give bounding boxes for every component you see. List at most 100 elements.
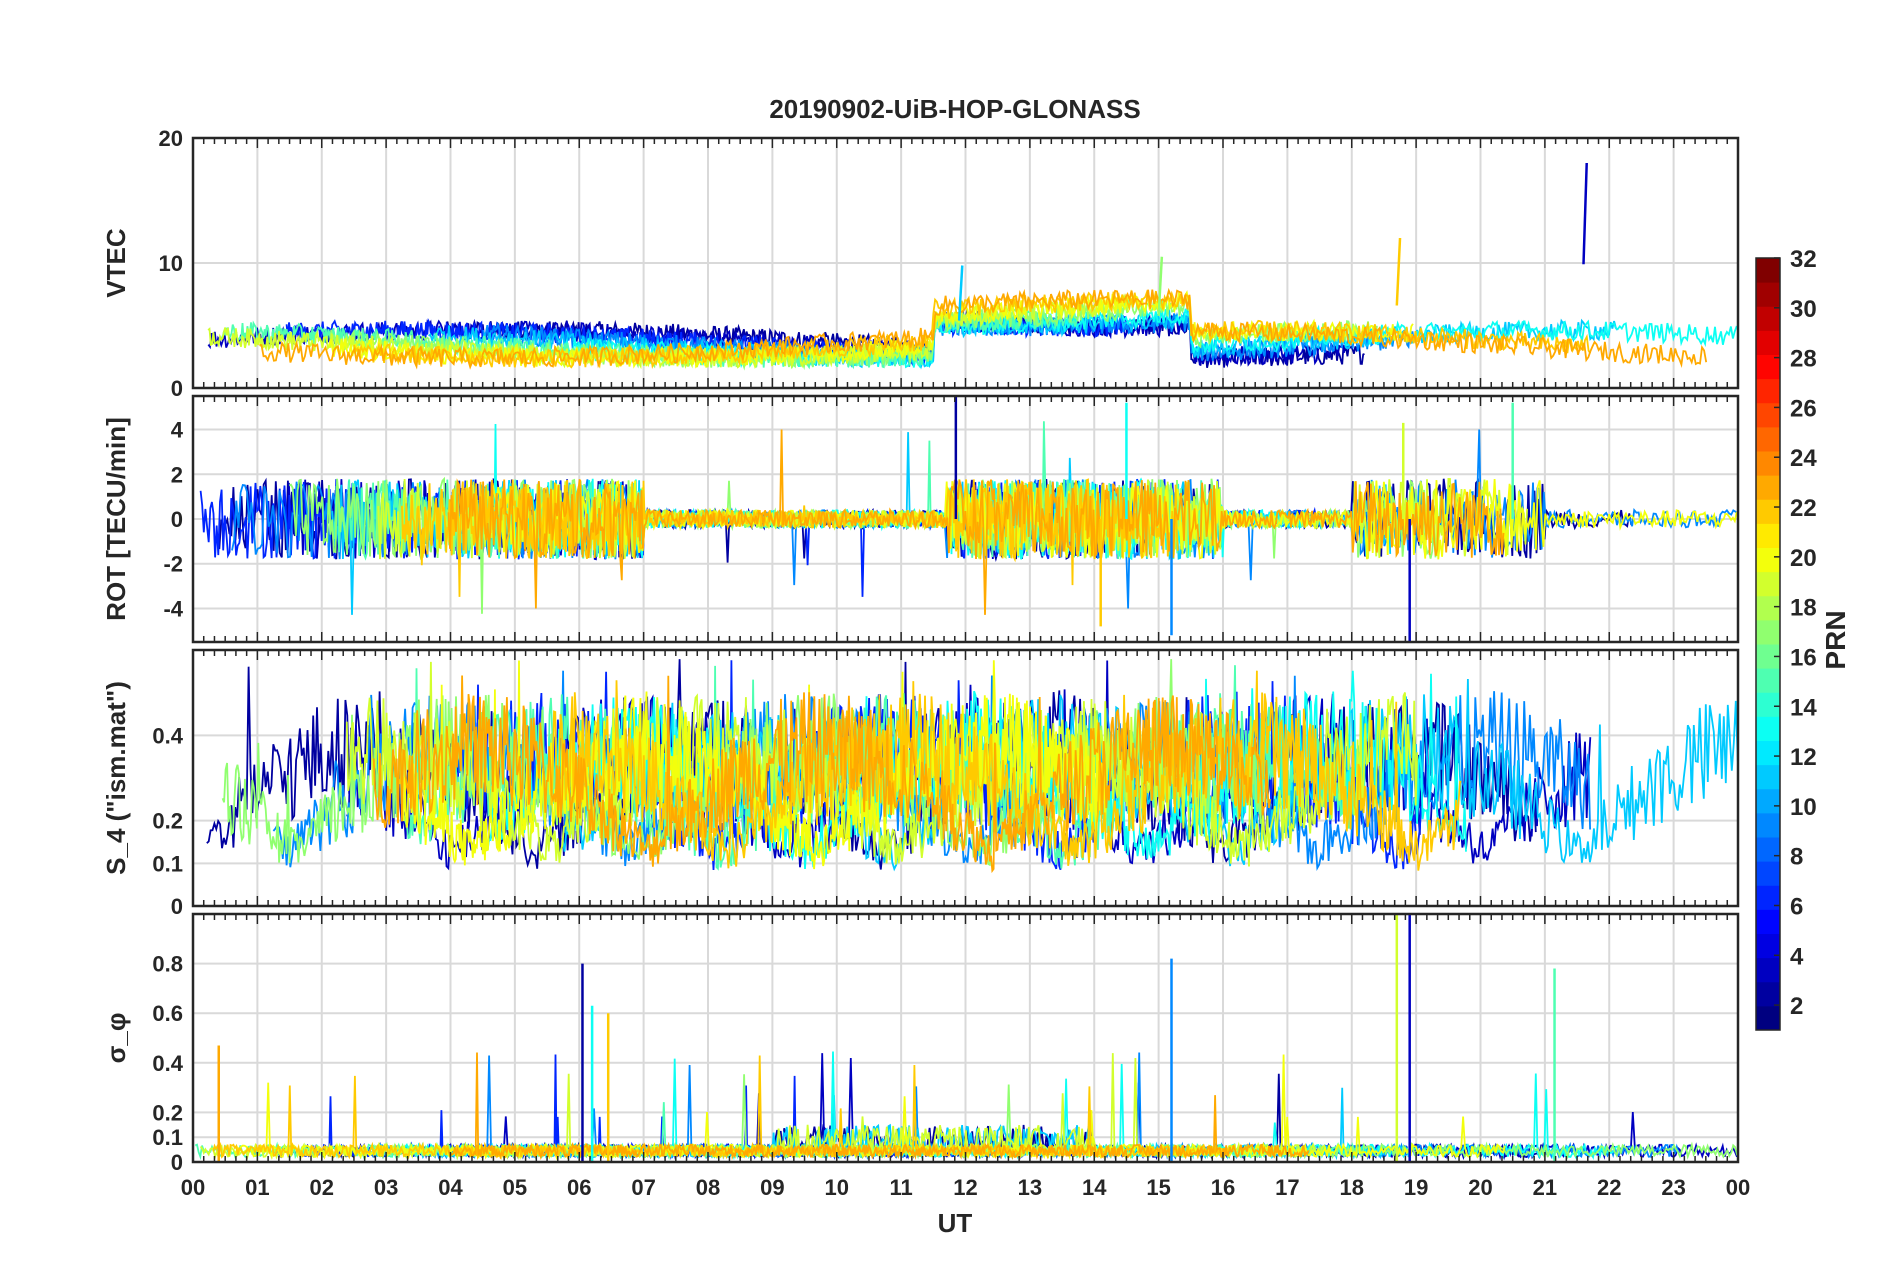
colorbar-segment bbox=[1756, 812, 1780, 838]
y-tick-label: 4 bbox=[171, 418, 184, 443]
series-group bbox=[207, 162, 1738, 371]
y-axis-label: VTEC bbox=[101, 228, 131, 298]
x-tick-label: 00 bbox=[1726, 1175, 1750, 1200]
colorbar-label: PRN bbox=[1820, 610, 1851, 669]
colorbar-box bbox=[1755, 257, 1781, 1031]
y-tick-label: 0.4 bbox=[152, 1051, 183, 1076]
colorbar-segment bbox=[1756, 258, 1780, 283]
panel-rot: -4 -2 0 2 4 ROT [TECU/min] bbox=[101, 394, 1740, 644]
x-tick-label: 21 bbox=[1533, 1175, 1557, 1200]
peak-mark bbox=[1157, 256, 1164, 316]
colorbar-segment bbox=[1756, 306, 1780, 331]
series-group bbox=[199, 396, 1738, 642]
colorbar-segment bbox=[1756, 499, 1780, 524]
x-tick-label: 18 bbox=[1340, 1175, 1364, 1200]
series-line-prn-22 bbox=[549, 670, 1462, 871]
colorbar-segment bbox=[1756, 716, 1780, 741]
y-axis-label: ROT [TECU/min] bbox=[101, 417, 131, 621]
colorbar-segment bbox=[1756, 451, 1780, 476]
y-tick-label: 0.8 bbox=[152, 952, 183, 977]
colorbar-segment bbox=[1756, 619, 1780, 645]
colorbar-segment bbox=[1756, 740, 1780, 766]
colorbar-tick-label: 10 bbox=[1790, 794, 1817, 821]
colorbar-segment bbox=[1756, 426, 1780, 452]
colorbar-segment bbox=[1756, 957, 1780, 983]
x-tick-labels: 00 01 02 03 04 05 06 07 08 09 10 11 12 13 14 15 16 17 18 19… bbox=[181, 1175, 1750, 1200]
colorbar-segment bbox=[1756, 861, 1780, 886]
y-tick-label: 0 bbox=[171, 894, 183, 919]
colorbar-tick-label: 32 bbox=[1790, 246, 1817, 273]
y-tick-label: 0.1 bbox=[152, 1125, 183, 1150]
colorbar-tick-label: 26 bbox=[1790, 395, 1817, 422]
x-tick-label: 08 bbox=[696, 1175, 720, 1200]
series-line-prn-23 bbox=[372, 675, 1272, 874]
y-tick-label: 0.2 bbox=[152, 1100, 183, 1125]
series-line-prn-23 bbox=[447, 429, 1505, 615]
y-axis-label: σ_φ bbox=[101, 1013, 131, 1064]
colorbar-segment bbox=[1756, 571, 1780, 597]
colorbar-segment bbox=[1756, 1005, 1780, 1031]
series-group bbox=[194, 914, 1738, 1162]
y-tick-label: 0.6 bbox=[152, 1001, 183, 1026]
colorbar-tick-label: 14 bbox=[1790, 694, 1817, 721]
colorbar-segment bbox=[1756, 547, 1780, 573]
x-axis-label: UT bbox=[938, 1208, 973, 1238]
colorbar-segment bbox=[1756, 837, 1780, 862]
colorbar-tick-label: 28 bbox=[1790, 346, 1817, 373]
colorbar-segment bbox=[1756, 330, 1780, 355]
colorbar-tick-label: 6 bbox=[1790, 893, 1803, 920]
series-line-prn-22 bbox=[401, 478, 1179, 597]
x-tick-label: 12 bbox=[953, 1175, 977, 1200]
y-tick-label: 10 bbox=[159, 251, 183, 276]
colorbar-segment bbox=[1756, 523, 1780, 548]
x-tick-label: 01 bbox=[245, 1175, 269, 1200]
series-line-prn-23 bbox=[259, 287, 1708, 370]
y-tick-label: 0.2 bbox=[152, 809, 183, 834]
x-tick-label: 07 bbox=[631, 1175, 655, 1200]
colorbar-tick-label: 16 bbox=[1790, 644, 1817, 671]
y-tick-label: 20 bbox=[159, 126, 183, 151]
x-tick-label: 06 bbox=[567, 1175, 591, 1200]
x-tick-label: 20 bbox=[1468, 1175, 1492, 1200]
colorbar-segment bbox=[1756, 378, 1780, 404]
x-tick-label: 22 bbox=[1597, 1175, 1621, 1200]
x-tick-label: 05 bbox=[503, 1175, 527, 1200]
peak-mark bbox=[1582, 162, 1588, 265]
peak-mark bbox=[1395, 237, 1402, 306]
x-tick-label: 04 bbox=[438, 1175, 463, 1200]
colorbar-tick-label: 30 bbox=[1790, 296, 1817, 323]
colorbar-tick-label: 22 bbox=[1790, 495, 1817, 522]
y-tick-label: 0 bbox=[171, 1150, 183, 1175]
x-tick-label: 14 bbox=[1082, 1175, 1107, 1200]
series-group bbox=[206, 659, 1738, 874]
y-tick-label: 0.1 bbox=[152, 851, 183, 876]
colorbar-segment bbox=[1756, 668, 1780, 693]
colorbar-tick-label: 8 bbox=[1790, 844, 1803, 871]
x-tick-label: 02 bbox=[310, 1175, 334, 1200]
colorbar-tick-label: 24 bbox=[1790, 445, 1817, 472]
y-tick-label: 2 bbox=[171, 462, 183, 487]
y-tick-label: -4 bbox=[163, 596, 183, 621]
y-tick-label: -2 bbox=[163, 552, 183, 577]
colorbar-segment bbox=[1756, 354, 1780, 380]
y-tick-label: 0 bbox=[171, 507, 183, 532]
colorbar-tick-label: 12 bbox=[1790, 744, 1817, 771]
colorbar-tick-label: 18 bbox=[1790, 595, 1817, 622]
colorbar-segment bbox=[1756, 402, 1780, 428]
colorbar-segment bbox=[1756, 764, 1780, 790]
x-tick-label: 23 bbox=[1661, 1175, 1685, 1200]
x-tick-label: 00 bbox=[181, 1175, 205, 1200]
chart-title: 20190902-UiB-HOP-GLONASS bbox=[769, 94, 1140, 124]
panel-s4: 0 0.1 0.2 0.4 S_4 ("ism.mat") bbox=[101, 648, 1740, 919]
panel-vtec: 0 10 20 VTEC bbox=[101, 126, 1740, 401]
colorbar-segment bbox=[1756, 981, 1780, 1007]
colorbar-segment bbox=[1756, 692, 1780, 717]
colorbar-tick-label: 2 bbox=[1790, 993, 1803, 1020]
colorbar-segment bbox=[1756, 475, 1780, 500]
x-tick-label: 03 bbox=[374, 1175, 398, 1200]
y-axis-label: S_4 ("ism.mat") bbox=[101, 681, 131, 875]
colorbar-tick-label: 4 bbox=[1790, 943, 1804, 970]
x-tick-label: 17 bbox=[1275, 1175, 1299, 1200]
series-line-prn-15 bbox=[402, 665, 1354, 871]
